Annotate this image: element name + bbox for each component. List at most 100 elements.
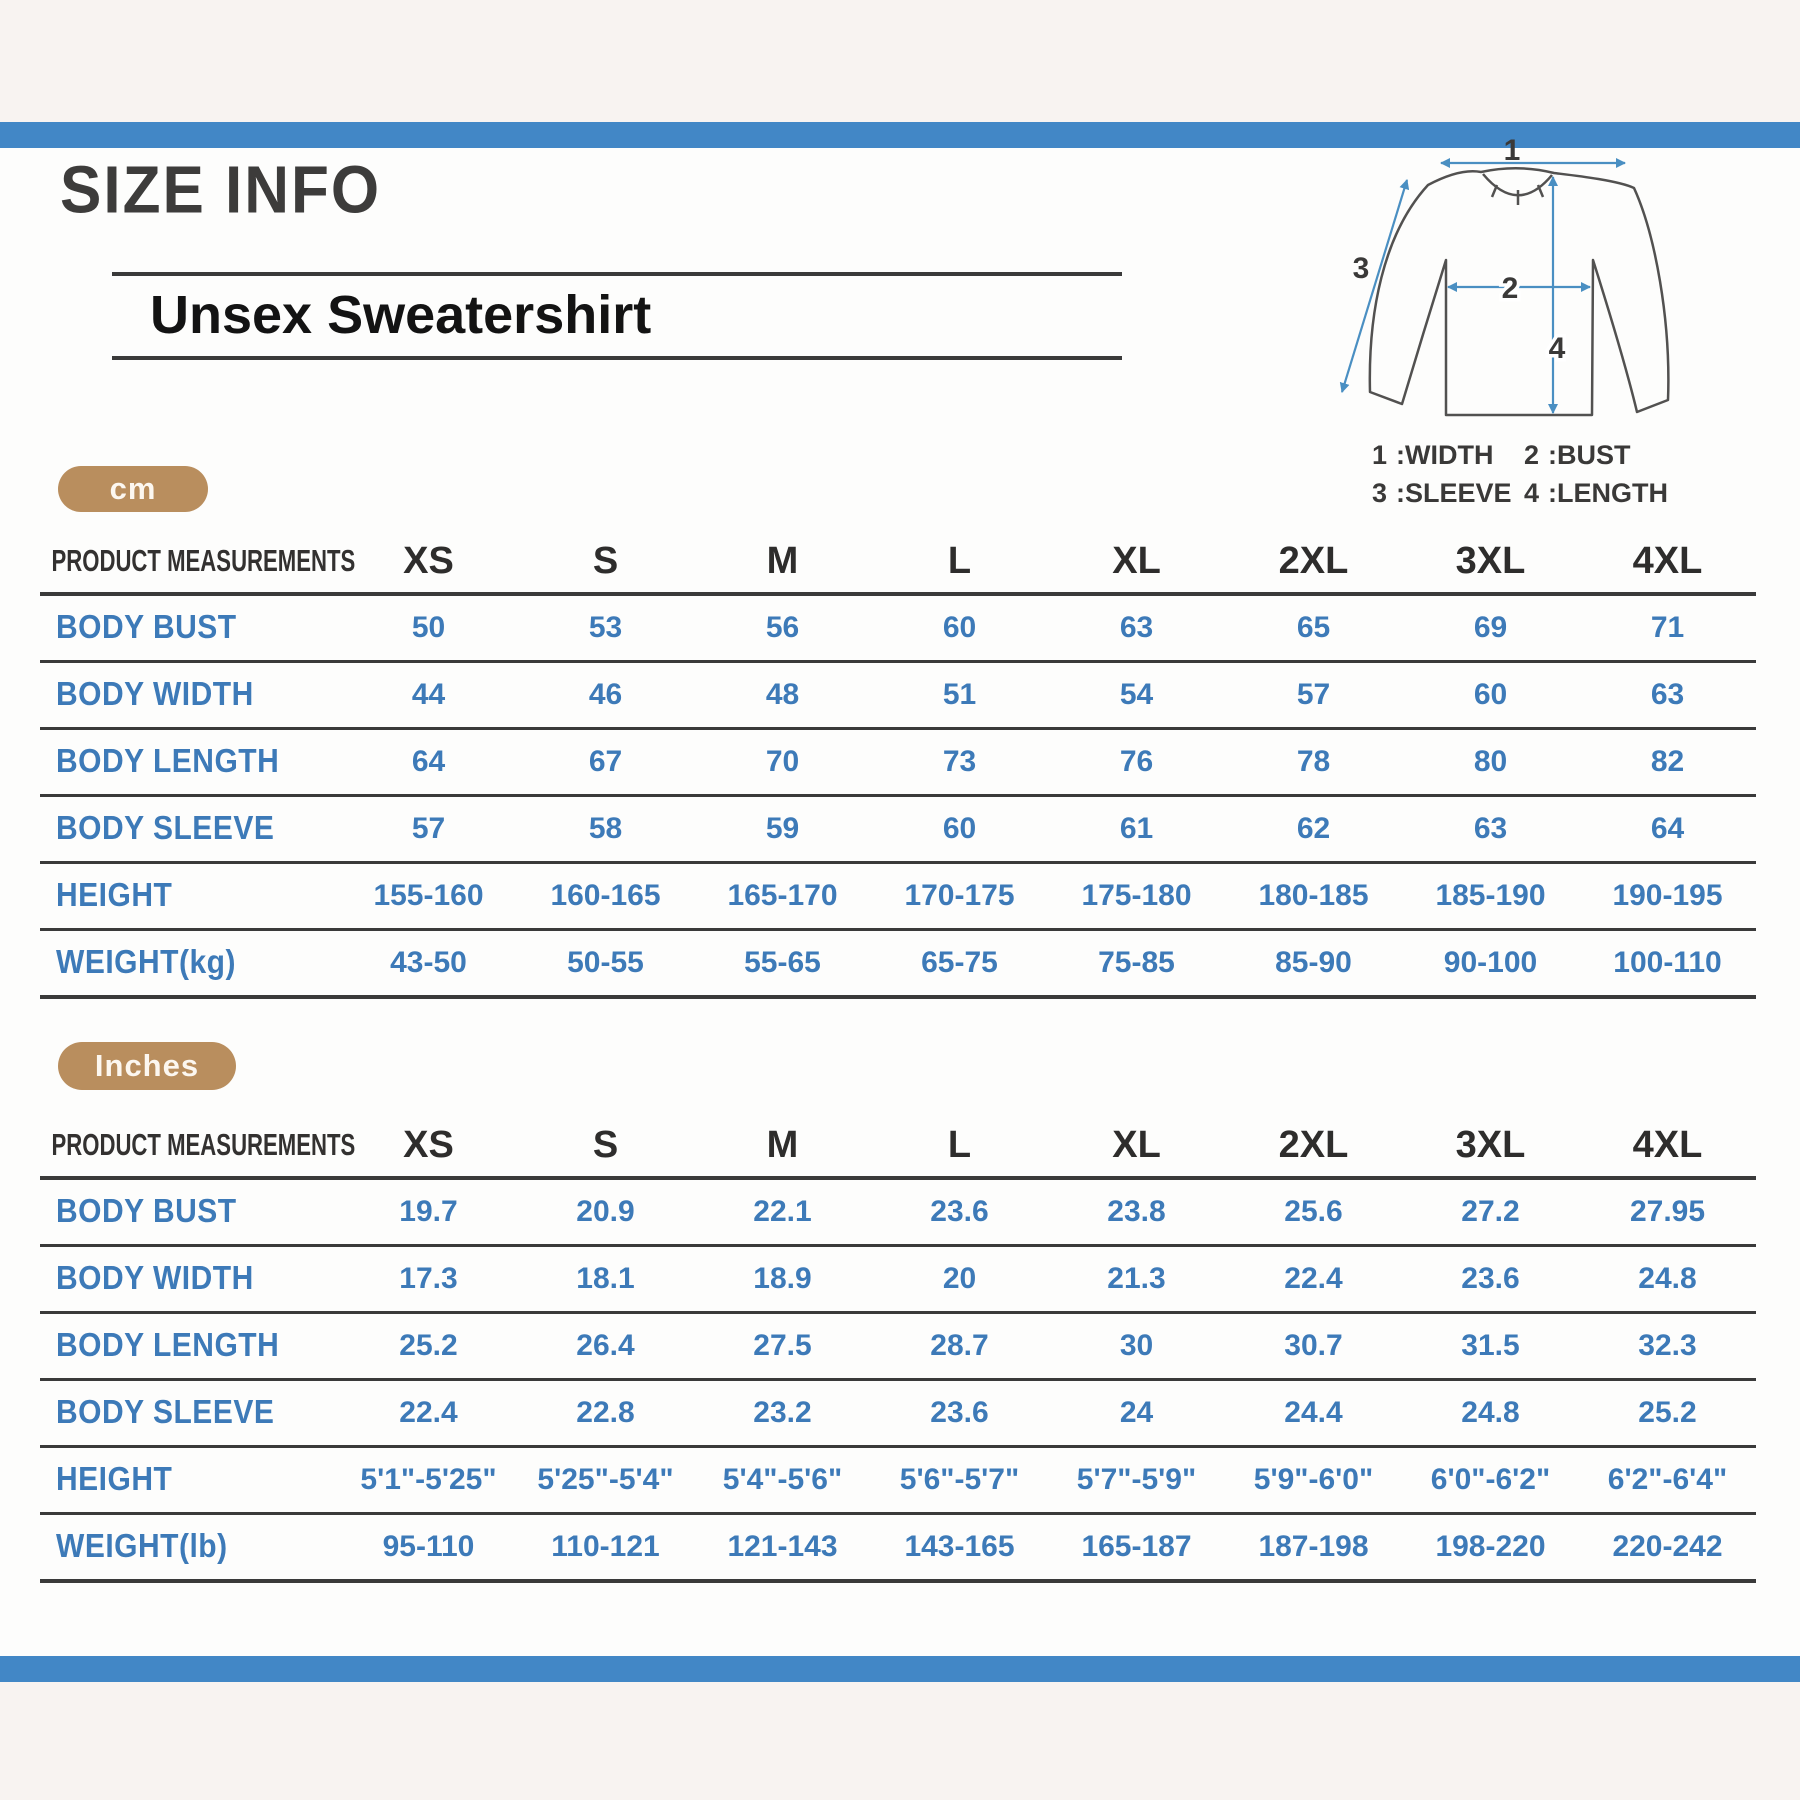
cm-table-header-row: PRODUCT MEASUREMENTS XS S M L XL 2XL 3XL… <box>40 530 1756 596</box>
measurement-value: 57 <box>1296 678 1331 711</box>
measurement-value: 27.5 <box>753 1329 812 1362</box>
measurement-value: 63 <box>1473 812 1508 845</box>
table-row-height: HEIGHT 5'1"-5'25" 5'25"-5'4" 5'4"-5'6" 5… <box>40 1448 1756 1515</box>
measurement-value: 64 <box>1650 812 1685 845</box>
size-column-header: S <box>592 539 619 582</box>
size-column-header: 2XL <box>1278 539 1349 582</box>
measurements-column-header: PRODUCT MEASUREMENTS <box>51 1127 356 1162</box>
collar-rib-right <box>1536 184 1545 198</box>
legend-num: 4 <box>1524 478 1540 508</box>
table-row-weight: WEIGHT(lb) 95-110 110-121 121-143 143-16… <box>40 1515 1756 1583</box>
size-column-header: XL <box>1112 1123 1161 1166</box>
measurement-value: 187-198 <box>1258 1530 1369 1563</box>
measurement-value: 50-55 <box>567 946 644 979</box>
measurement-value: 22.1 <box>753 1195 812 1228</box>
measurement-value: 73 <box>942 745 977 778</box>
measurement-value: 70 <box>765 745 800 778</box>
table-row-body-sleeve: BODY SLEEVE 57 58 59 60 61 62 63 64 <box>40 797 1756 864</box>
size-column-header: L <box>947 539 972 582</box>
measurement-value: 220-242 <box>1612 1530 1723 1563</box>
measurement-value: 175-180 <box>1081 879 1192 912</box>
measurement-value: 121-143 <box>727 1530 838 1563</box>
cm-size-table: PRODUCT MEASUREMENTS XS S M L XL 2XL 3XL… <box>40 530 1756 999</box>
table-row-body-length: BODY LENGTH 25.2 26.4 27.5 28.7 30 30.7 … <box>40 1314 1756 1381</box>
measurement-value: 5'1"-5'25" <box>360 1463 497 1496</box>
measurement-value: 60 <box>1473 678 1508 711</box>
measurement-value: 5'7"-5'9" <box>1076 1463 1197 1496</box>
measurement-value: 20 <box>942 1262 977 1295</box>
measurement-value: 155-160 <box>373 879 484 912</box>
measurement-value: 185-190 <box>1435 879 1546 912</box>
size-column-header: XL <box>1112 539 1161 582</box>
measurement-value: 46 <box>588 678 623 711</box>
measurement-value: 22.4 <box>1284 1262 1343 1295</box>
legend-label: :BUST <box>1548 440 1631 470</box>
legend-num: 3 <box>1372 478 1388 508</box>
measurement-value: 50 <box>411 611 446 644</box>
diagram-legend: 1:WIDTH 2:BUST 3:SLEEVE 4:LENGTH <box>1372 440 1668 509</box>
width-arrow-label: 1 <box>1504 138 1521 167</box>
measurement-value: 63 <box>1119 611 1154 644</box>
measurement-value: 71 <box>1650 611 1685 644</box>
measurement-value: 80 <box>1473 745 1508 778</box>
inches-table-header-row: PRODUCT MEASUREMENTS XS S M L XL 2XL 3XL… <box>40 1114 1756 1180</box>
bottom-band <box>0 1682 1800 1800</box>
measurement-value: 85-90 <box>1275 946 1352 979</box>
measurement-value: 56 <box>765 611 800 644</box>
measurement-value: 165-170 <box>727 879 838 912</box>
measurements-column-header: PRODUCT MEASUREMENTS <box>51 543 356 578</box>
legend-label: :LENGTH <box>1548 478 1669 508</box>
legend-item-bust: 2:BUST <box>1524 440 1668 471</box>
top-blue-bar <box>0 122 1800 148</box>
table-row-weight: WEIGHT(kg) 43-50 50-55 55-65 65-75 75-85… <box>40 931 1756 999</box>
measurement-value: 76 <box>1119 745 1154 778</box>
measurement-value: 67 <box>588 745 623 778</box>
measurement-value: 55-65 <box>744 946 821 979</box>
table-row-body-bust: BODY BUST 50 53 56 60 63 65 69 71 <box>40 596 1756 663</box>
measurement-value: 59 <box>765 812 800 845</box>
measurement-value: 25.2 <box>399 1329 458 1362</box>
unit-badge-cm: cm <box>58 466 208 512</box>
table-row-body-width: BODY WIDTH 17.3 18.1 18.9 20 21.3 22.4 2… <box>40 1247 1756 1314</box>
table-row-body-length: BODY LENGTH 64 67 70 73 76 78 80 82 <box>40 730 1756 797</box>
measurement-value: 25.2 <box>1638 1396 1697 1429</box>
measurement-label: BODY LENGTH <box>56 743 280 780</box>
measurement-value: 21.3 <box>1107 1262 1166 1295</box>
measurement-value: 57 <box>411 812 446 845</box>
table-row-body-sleeve: BODY SLEEVE 22.4 22.8 23.2 23.6 24 24.4 … <box>40 1381 1756 1448</box>
measurement-value: 30 <box>1119 1329 1154 1362</box>
measurement-value: 65-75 <box>921 946 998 979</box>
measurement-value: 180-185 <box>1258 879 1369 912</box>
measurement-value: 75-85 <box>1098 946 1175 979</box>
measurement-value: 23.2 <box>753 1396 812 1429</box>
legend-num: 1 <box>1372 440 1388 470</box>
measurement-value: 23.6 <box>930 1396 989 1429</box>
measurement-value: 54 <box>1119 678 1154 711</box>
measurement-value: 90-100 <box>1443 946 1538 979</box>
measurement-value: 63 <box>1650 678 1685 711</box>
measurement-label: BODY BUST <box>56 1193 237 1230</box>
sweatshirt-outline <box>1368 166 1670 417</box>
size-column-header: 4XL <box>1632 1123 1703 1166</box>
measurement-value: 110-121 <box>551 1530 660 1563</box>
size-column-header: 4XL <box>1632 539 1703 582</box>
top-band <box>0 0 1800 122</box>
measurement-value: 23.6 <box>1461 1262 1520 1295</box>
table-row-height: HEIGHT 155-160 160-165 165-170 170-175 1… <box>40 864 1756 931</box>
measurement-value: 190-195 <box>1612 879 1723 912</box>
measurement-value: 198-220 <box>1435 1530 1546 1563</box>
size-column-header: XS <box>403 539 454 582</box>
measurement-value: 24.4 <box>1284 1396 1343 1429</box>
measurement-value: 31.5 <box>1461 1329 1520 1362</box>
sweatshirt-measurement-diagram: 1 2 3 4 <box>1339 138 1670 417</box>
product-name-box: Unsex Sweatershirt <box>112 272 1122 360</box>
measurement-value: 95-110 <box>382 1530 475 1563</box>
measurement-value: 64 <box>411 745 446 778</box>
measurement-value: 65 <box>1296 611 1331 644</box>
measurement-value: 22.4 <box>399 1396 458 1429</box>
sleeve-arrow <box>1339 179 1410 393</box>
measurement-value: 58 <box>588 812 623 845</box>
legend-item-length: 4 :LENGTH <box>1524 478 1668 509</box>
measurement-value: 100-110 <box>1613 946 1722 979</box>
legend-item-sleeve: 3:SLEEVE <box>1372 478 1524 509</box>
